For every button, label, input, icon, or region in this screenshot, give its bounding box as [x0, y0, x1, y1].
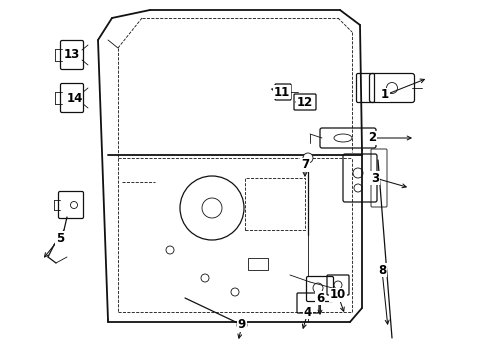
Text: 6: 6 [316, 292, 324, 305]
Text: 9: 9 [238, 319, 246, 332]
Text: 7: 7 [301, 158, 309, 171]
Circle shape [303, 153, 313, 163]
Text: 11: 11 [274, 85, 290, 99]
Circle shape [68, 51, 76, 59]
Text: 8: 8 [378, 264, 386, 276]
Text: 4: 4 [304, 306, 312, 319]
Text: 14: 14 [67, 91, 83, 104]
Bar [248, 258, 268, 270]
Text: 12: 12 [297, 95, 313, 108]
Circle shape [237, 320, 247, 330]
Text: 10: 10 [330, 288, 346, 302]
Text: 5: 5 [56, 231, 64, 244]
Bar [245, 178, 305, 230]
Text: 13: 13 [64, 49, 80, 62]
Text: 1: 1 [381, 89, 389, 102]
Text: 3: 3 [371, 171, 379, 184]
Text: 2: 2 [368, 131, 376, 144]
Circle shape [68, 94, 76, 102]
